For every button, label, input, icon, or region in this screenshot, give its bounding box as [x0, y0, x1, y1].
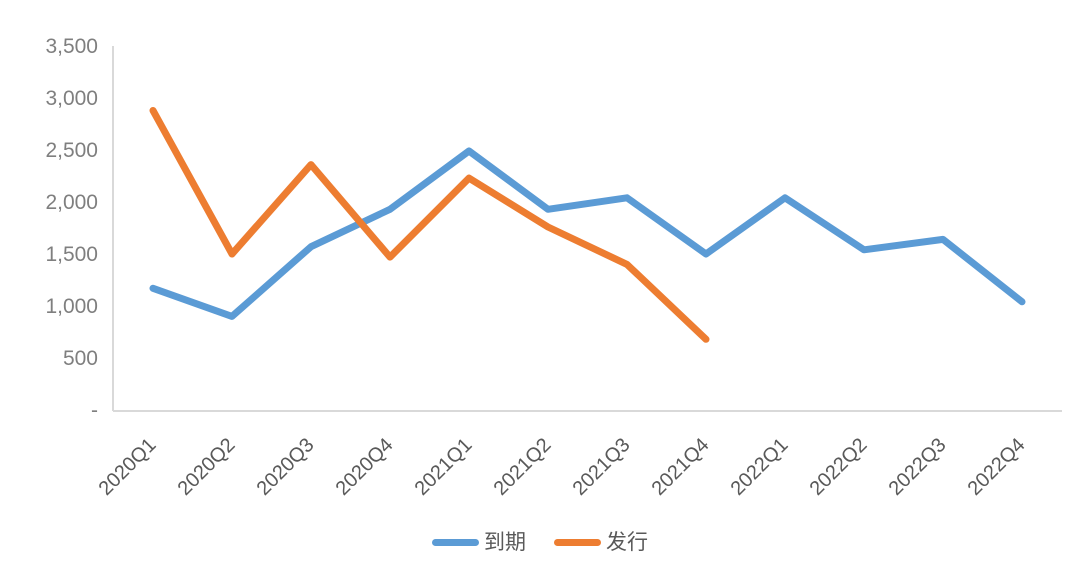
plot-area: - 500 1,000 1,500 2,000 2,500 3,000 3,500 2020Q1… [45, 35, 1062, 500]
x-tick-label: 2021Q2 [490, 434, 556, 500]
x-tick-label: 2021Q3 [569, 434, 635, 500]
x-tick-label: 2020Q1 [95, 434, 161, 500]
x-tick-label: 2020Q2 [174, 434, 240, 500]
legend-swatch-issuance-icon [554, 539, 601, 546]
y-tick-label: 2,500 [45, 139, 98, 162]
legend-item-issuance: 发行 [554, 532, 648, 553]
x-tick-label: 2021Q1 [411, 434, 477, 500]
series-line-maturity [149, 147, 1026, 320]
legend-swatch-maturity-icon [432, 539, 479, 546]
x-tick-label: 2020Q4 [332, 434, 398, 500]
x-tick-label: 2022Q4 [964, 434, 1030, 500]
legend-label-maturity: 到期 [484, 531, 526, 554]
x-tick-label: 2021Q4 [648, 434, 714, 500]
y-tick-label: 3,500 [45, 35, 98, 58]
x-tick-label: 2022Q2 [806, 434, 872, 500]
y-tick-label: 500 [63, 347, 98, 370]
legend: 到期 发行 [0, 532, 1080, 553]
legend-label-issuance: 发行 [606, 531, 648, 554]
x-tick-label: 2022Q1 [727, 434, 793, 500]
y-tick-label: - [91, 399, 98, 422]
y-tick-label: 1,000 [45, 295, 98, 318]
y-tick-label: 2,000 [45, 191, 98, 214]
x-tick-label: 2020Q3 [253, 434, 319, 500]
legend-item-maturity: 到期 [432, 532, 526, 553]
y-tick-label: 1,500 [45, 243, 98, 266]
series-line-issuance [149, 107, 710, 343]
x-tick-label: 2022Q3 [885, 434, 951, 500]
y-tick-label: 3,000 [45, 87, 98, 110]
